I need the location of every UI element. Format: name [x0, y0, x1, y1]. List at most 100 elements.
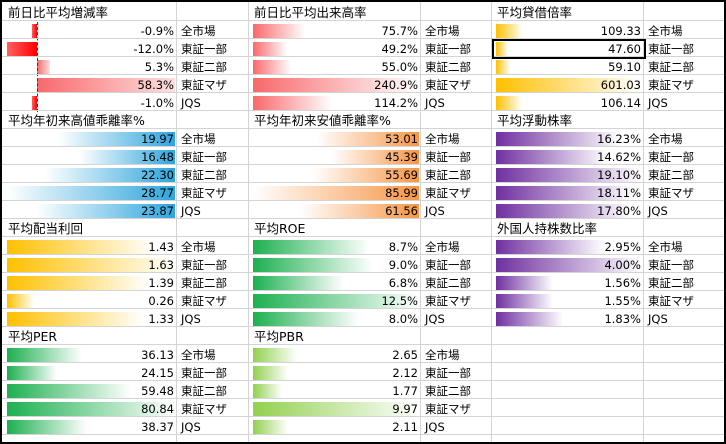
p6-value-cell[interactable]: 16.23% [493, 130, 645, 148]
p6-value-cell[interactable]: 19.10% [493, 166, 645, 184]
market-label[interactable]: JQS [648, 96, 668, 110]
market-label[interactable]: 東証二部 [181, 276, 227, 290]
p6-title[interactable]: 平均浮動株率 [497, 113, 573, 128]
p2-value-cell[interactable]: 75.7% [250, 22, 422, 40]
p11-value-cell[interactable]: 9.97 [250, 400, 422, 418]
p4-value-cell[interactable]: 16.48 [4, 148, 178, 166]
market-label[interactable]: 東証マザ [181, 402, 227, 416]
market-label[interactable]: 東証マザ [648, 186, 694, 200]
p1-value-cell[interactable]: -1.0% [4, 94, 178, 112]
p5-value-cell[interactable]: 45.39 [250, 148, 422, 166]
p10-value-cell[interactable]: 24.15 [4, 364, 178, 382]
market-label[interactable]: 東証マザ [181, 294, 227, 308]
market-label[interactable]: 東証マザ [425, 402, 471, 416]
market-label[interactable]: JQS [425, 204, 445, 218]
p11-value-cell[interactable]: 2.65 [250, 346, 422, 364]
p9-value-cell[interactable]: 4.00% [493, 256, 645, 274]
market-label[interactable]: 東証マザ [648, 294, 694, 308]
market-label[interactable]: 東証二部 [648, 276, 694, 290]
market-label[interactable]: 東証マザ [425, 186, 471, 200]
p3-value-cell[interactable]: 59.10 [493, 58, 645, 76]
market-label[interactable]: 東証一部 [425, 258, 471, 272]
p2-value-cell[interactable]: 49.2% [250, 40, 422, 58]
p3-value-cell[interactable]: 47.60 [493, 40, 645, 58]
market-label[interactable]: 東証二部 [181, 384, 227, 398]
p7-value-cell[interactable]: 1.39 [4, 274, 178, 292]
p11-title[interactable]: 平均PBR [254, 329, 304, 344]
p10-value-cell[interactable]: 80.84 [4, 400, 178, 418]
p9-value-cell[interactable]: 1.83% [493, 310, 645, 328]
p2-value-cell[interactable]: 114.2% [250, 94, 422, 112]
p8-value-cell[interactable]: 6.8% [250, 274, 422, 292]
p7-value-cell[interactable]: 1.43 [4, 238, 178, 256]
p8-value-cell[interactable]: 9.0% [250, 256, 422, 274]
p5-value-cell[interactable]: 53.01 [250, 130, 422, 148]
market-label[interactable]: JQS [425, 96, 445, 110]
market-label[interactable]: 全市場 [425, 348, 460, 362]
market-label[interactable]: 東証マザ [648, 78, 694, 92]
p5-value-cell[interactable]: 61.56 [250, 202, 422, 220]
p7-value-cell[interactable]: 1.33 [4, 310, 178, 328]
p11-value-cell[interactable]: 1.77 [250, 382, 422, 400]
p3-value-cell[interactable]: 601.03 [493, 76, 645, 94]
market-label[interactable]: 東証一部 [181, 42, 227, 56]
market-label[interactable]: JQS [181, 312, 201, 326]
market-label[interactable]: 東証マザ [181, 186, 227, 200]
p8-title[interactable]: 平均ROE [254, 221, 306, 236]
p5-title[interactable]: 平均年初来安値乖離率% [254, 113, 391, 128]
p1-title[interactable]: 前日比平均増減率 [8, 5, 109, 20]
market-label[interactable]: JQS [181, 96, 201, 110]
market-label[interactable]: 東証一部 [181, 366, 227, 380]
market-label[interactable]: 全市場 [648, 24, 683, 38]
p8-value-cell[interactable]: 8.7% [250, 238, 422, 256]
p10-title[interactable]: 平均PER [8, 329, 58, 344]
p3-value-cell[interactable]: 109.33 [493, 22, 645, 40]
market-label[interactable]: 東証一部 [181, 258, 227, 272]
p4-value-cell[interactable]: 23.87 [4, 202, 178, 220]
p5-value-cell[interactable]: 85.99 [250, 184, 422, 202]
market-label[interactable]: 東証二部 [181, 60, 227, 74]
market-label[interactable]: 全市場 [181, 24, 216, 38]
p7-title[interactable]: 平均配当利回 [8, 221, 84, 236]
p8-value-cell[interactable]: 8.0% [250, 310, 422, 328]
p1-value-cell[interactable]: -0.9% [4, 22, 178, 40]
market-label[interactable]: 東証一部 [425, 150, 471, 164]
market-label[interactable]: 東証一部 [648, 258, 694, 272]
market-label[interactable]: 全市場 [648, 132, 683, 146]
market-label[interactable]: 全市場 [181, 240, 216, 254]
market-label[interactable]: 東証一部 [648, 150, 694, 164]
p6-value-cell[interactable]: 17.80% [493, 202, 645, 220]
market-label[interactable]: 東証一部 [425, 366, 471, 380]
market-label[interactable]: 全市場 [181, 132, 216, 146]
market-label[interactable]: 東証二部 [425, 276, 471, 290]
market-label[interactable]: 東証一部 [648, 42, 694, 56]
p2-value-cell[interactable]: 55.0% [250, 58, 422, 76]
p1-value-cell[interactable]: -12.0% [4, 40, 178, 58]
market-label[interactable]: 東証一部 [425, 42, 471, 56]
p9-value-cell[interactable]: 2.95% [493, 238, 645, 256]
market-label[interactable]: 全市場 [648, 240, 683, 254]
p7-value-cell[interactable]: 0.26 [4, 292, 178, 310]
market-label[interactable]: 全市場 [425, 132, 460, 146]
p9-value-cell[interactable]: 1.56% [493, 274, 645, 292]
p10-value-cell[interactable]: 38.37 [4, 418, 178, 436]
market-label[interactable]: 東証二部 [425, 60, 471, 74]
market-label[interactable]: JQS [648, 312, 668, 326]
market-label[interactable]: 全市場 [425, 24, 460, 38]
p4-title[interactable]: 平均年初来高値乖離率% [8, 113, 145, 128]
market-label[interactable]: 東証一部 [181, 150, 227, 164]
p2-title[interactable]: 前日比平均出来高率 [254, 5, 367, 20]
p10-value-cell[interactable]: 59.48 [4, 382, 178, 400]
p9-title[interactable]: 外国人持株数比率 [497, 221, 598, 236]
p6-value-cell[interactable]: 14.62% [493, 148, 645, 166]
p10-value-cell[interactable]: 36.13 [4, 346, 178, 364]
market-label[interactable]: 東証二部 [648, 168, 694, 182]
market-label[interactable]: 東証マザ [425, 78, 471, 92]
market-label[interactable]: 東証マザ [425, 294, 471, 308]
market-label[interactable]: JQS [181, 420, 201, 434]
market-label[interactable]: JQS [648, 204, 668, 218]
p8-value-cell[interactable]: 12.5% [250, 292, 422, 310]
market-label[interactable]: 東証マザ [181, 78, 227, 92]
market-label[interactable]: 東証二部 [181, 168, 227, 182]
